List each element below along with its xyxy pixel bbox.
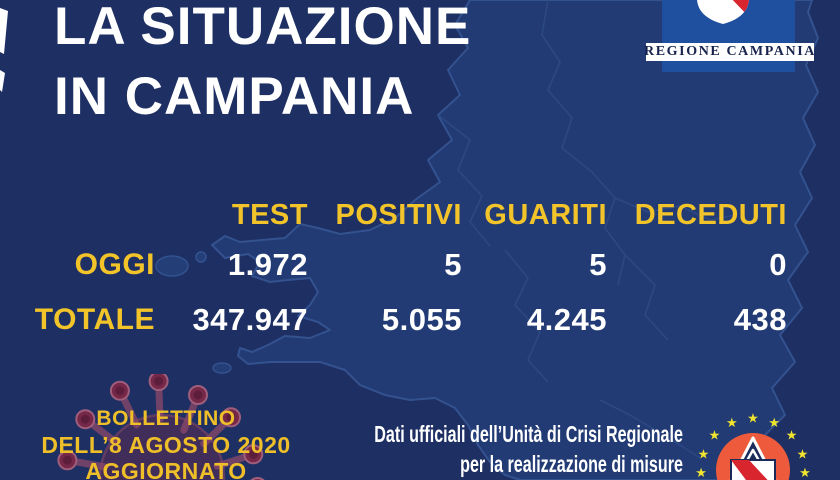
campania-region-shape — [211, 0, 819, 480]
svg-text:★: ★ — [695, 466, 707, 480]
svg-text:★: ★ — [747, 412, 759, 427]
campania-crest-icon — [697, 0, 749, 24]
bulletin-line-2: DELL’8 AGOSTO 2020 — [41, 432, 291, 458]
province-borders — [437, 0, 736, 459]
column-header-test: TEST — [231, 198, 308, 231]
bulletin-note: BOLLETTINO DELL’8 AGOSTO 2020 AGGIORNATO — [18, 406, 314, 480]
source-note: Dati ufficiali dell’Unità di Crisi Regio… — [374, 419, 683, 479]
column-header-positivi: POSITIVI — [335, 198, 462, 231]
value-oggi-test: 1.972 — [227, 247, 308, 282]
value-oggi-guariti: 5 — [589, 247, 607, 282]
svg-text:★: ★ — [799, 466, 811, 480]
column-header-deceduti: DECEDUTI — [634, 198, 787, 231]
euro-stars-icon: ★ ★ ★ ★ ★ ★ ★ ★ ★ — [695, 412, 810, 480]
regione-campania-banner: REGIONE CAMPANIA — [644, 43, 816, 61]
value-totale-test: 347.947 — [192, 302, 308, 337]
row-label-totale: TOTALE — [34, 303, 155, 336]
page-title: LA SITUAZIONE IN CAMPANIA — [54, 0, 471, 132]
svg-text:★: ★ — [726, 416, 738, 431]
source-line-2: per la realizzazione di misure — [460, 451, 683, 477]
value-totale-positivi: 5.055 — [381, 302, 462, 337]
bulletin-line-3: AGGIORNATO — [85, 458, 247, 480]
value-totale-guariti: 4.245 — [526, 302, 607, 337]
column-header-guariti: GUARITI — [484, 198, 607, 231]
civil-protection-emblem-icon: ★ ★ ★ ★ ★ ★ ★ ★ ★ — [695, 412, 811, 480]
svg-text:★: ★ — [698, 447, 710, 462]
value-oggi-deceduti: 0 — [769, 247, 787, 282]
svg-text:★: ★ — [797, 447, 809, 462]
bulletin-line-1: BOLLETTINO — [96, 407, 236, 430]
svg-text:★: ★ — [786, 429, 798, 444]
source-line-1: Dati ufficiali dell’Unità di Crisi Regio… — [374, 421, 683, 447]
value-oggi-positivi: 5 — [444, 247, 462, 282]
title-line-1: LA SITUAZIONE — [54, 0, 472, 56]
stats-table: TEST POSITIVI GUARITI DECEDUTI OGGI 1.97… — [0, 192, 787, 348]
edge-fragments — [0, 8, 8, 92]
coronavirus-icon — [57, 374, 265, 480]
title-line-2: IN CAMPANIA — [54, 67, 415, 126]
value-totale-deceduti: 438 — [733, 302, 787, 337]
islands — [155, 251, 232, 374]
svg-text:★: ★ — [768, 416, 780, 431]
row-label-oggi: OGGI — [74, 248, 155, 281]
svg-text:★: ★ — [709, 429, 721, 444]
